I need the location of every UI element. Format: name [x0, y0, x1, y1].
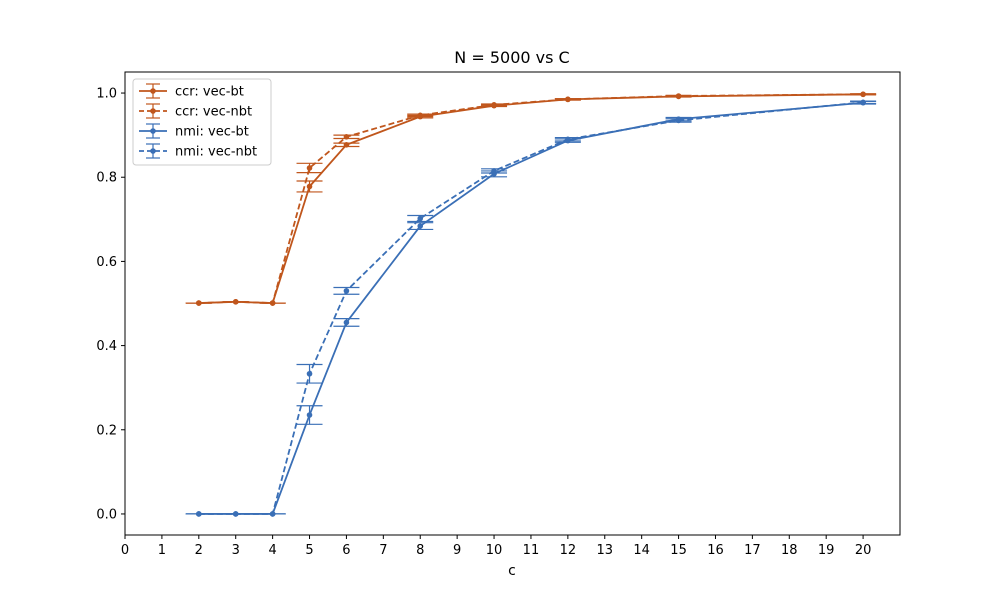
x-tick-label: 3 [232, 543, 240, 558]
x-tick-label: 13 [596, 543, 613, 558]
data-point [675, 117, 682, 124]
data-point [417, 112, 424, 119]
y-tick-label: 0.8 [96, 171, 117, 186]
legend-box [132, 78, 272, 166]
legend: ccr: vec-bt ccr: vec-nbt nmi: vec-bt nmi: v… [132, 78, 272, 166]
x-tick-label: 11 [523, 543, 540, 558]
data-point [232, 299, 239, 305]
x-tick-label: 19 [818, 543, 835, 558]
data-point [306, 370, 313, 377]
x-tick-label: 7 [379, 543, 387, 558]
y-tick-label: 0.6 [96, 255, 117, 270]
series-line [198, 93, 864, 305]
data-point [306, 183, 313, 190]
data-point [343, 288, 350, 294]
y-tick-label: 0.2 [96, 423, 117, 438]
series-ccr-vec-nbt [185, 91, 877, 306]
legend-label: ccr: vec-nbt [175, 105, 252, 120]
legend-marker [150, 148, 156, 154]
series-line [198, 101, 864, 515]
legend-label: ccr: vec-bt [175, 85, 244, 100]
legend-marker [150, 88, 156, 94]
data-point [196, 511, 202, 517]
x-tick-label: 9 [453, 543, 461, 558]
x-tick-label: 10 [486, 543, 503, 558]
x-tick-label: 17 [744, 543, 761, 558]
data-point [232, 511, 239, 517]
x-tick-label: 0 [121, 543, 129, 558]
x-tick-label: 5 [305, 543, 313, 558]
y-tick-label: 0.4 [96, 339, 117, 354]
x-tick-label: 16 [707, 543, 724, 558]
data-point [417, 215, 424, 222]
plot-area: 0 1 2 3 4 5 6 7 8 9 10 11 12 13 14 15 16 17 18 19 200.00.20.… [96, 71, 901, 558]
data-point [675, 93, 682, 99]
series-nmi-vec-nbt [185, 99, 877, 517]
data-point [860, 99, 866, 106]
chart-title: N = 5000 vs C [454, 48, 569, 67]
data-point [343, 142, 350, 148]
data-point [343, 134, 350, 140]
data-point [306, 412, 313, 418]
x-tick-label: 1 [158, 543, 166, 558]
x-tick-label: 6 [342, 543, 350, 558]
legend-marker [150, 108, 156, 114]
x-axis-label: c [508, 563, 516, 579]
legend-marker [150, 128, 156, 134]
data-point [491, 102, 497, 108]
axes-frame [124, 71, 901, 536]
x-tick-label: 12 [560, 543, 577, 558]
y-tick-label: 0.0 [96, 507, 117, 522]
data-point [860, 91, 866, 98]
data-point [269, 511, 276, 517]
x-tick-label: 8 [416, 543, 424, 558]
data-point [196, 300, 202, 306]
data-point [343, 319, 350, 326]
data-point [269, 300, 276, 306]
data-point [417, 223, 424, 229]
x-tick-label: 18 [781, 543, 798, 558]
data-point [491, 168, 497, 174]
data-point [306, 165, 313, 171]
legend-label: nmi: vec-nbt [175, 145, 257, 160]
x-tick-label: 20 [855, 543, 872, 558]
x-tick-label: 2 [195, 543, 203, 558]
legend-label: nmi: vec-bt [175, 125, 249, 140]
data-point [565, 136, 571, 143]
y-tick-label: 1.0 [96, 87, 117, 102]
x-tick-label: 15 [670, 543, 687, 558]
data-point [565, 96, 571, 103]
x-tick-label: 4 [268, 543, 276, 558]
x-tick-label: 14 [633, 543, 650, 558]
